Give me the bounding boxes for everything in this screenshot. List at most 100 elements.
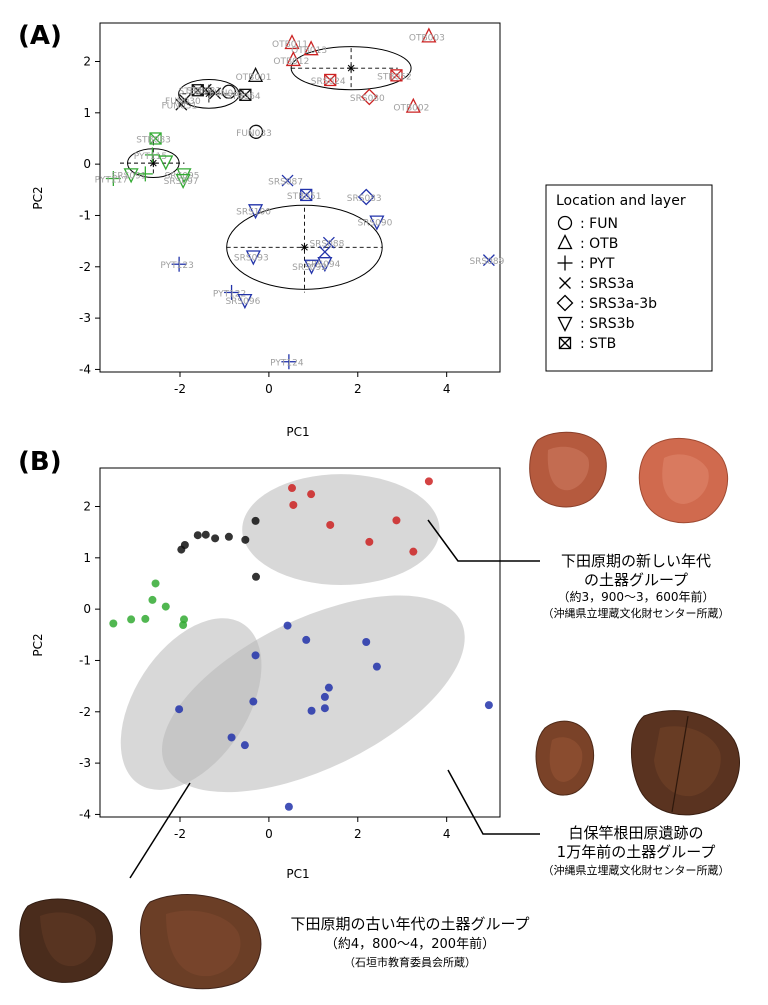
point-marker (224, 284, 240, 300)
point-marker (322, 236, 335, 249)
point-dot (201, 530, 210, 539)
panel-a-axes: -2 0 2 4 -4 -3 -2 -1 0 1 2 (79, 54, 450, 396)
annotation-new-line2: の土器グループ (584, 571, 688, 589)
point-marker (199, 83, 212, 96)
y-tick-label: -3 (79, 756, 91, 770)
point-label: SRS089 (469, 257, 504, 267)
point-label: SRS093 (234, 254, 269, 264)
cluster-centroid (300, 243, 309, 252)
point-dot (179, 621, 188, 630)
legend-label: : FUN (580, 216, 618, 232)
sherd-photo-old (19, 894, 262, 990)
legend-symbol (558, 336, 572, 350)
point-marker (482, 254, 495, 267)
point-dot (392, 516, 401, 525)
legend-symbol (556, 294, 574, 312)
point-marker (369, 215, 385, 231)
point-label: STB051 (287, 192, 322, 202)
x-tick-label: -2 (174, 382, 186, 396)
point-marker (303, 40, 319, 56)
legend-symbol (557, 255, 573, 271)
y-tick-label: -1 (79, 208, 91, 222)
point-label: STB083 (136, 135, 171, 145)
point-label: SRS097 (164, 177, 199, 187)
point-label: SRS080 (350, 94, 385, 104)
point-label: SRS095 (165, 171, 200, 181)
legend: Location and layer : FUN: OTB: PYT: SRS3… (545, 184, 713, 372)
x-tick-label: 2 (354, 827, 362, 841)
point-marker (245, 250, 261, 266)
y-tick-label: -2 (79, 705, 91, 719)
y-tick-label: 2 (83, 499, 91, 513)
point-dot (251, 516, 260, 525)
panel-b-points (109, 477, 493, 811)
point-label: OTB002 (393, 104, 429, 114)
point-marker (304, 259, 320, 275)
annotation-new-line3: （約3，900～3，600年前） (557, 589, 714, 604)
point-dot (240, 741, 249, 750)
point-dot (288, 484, 296, 493)
y-tick-label: -2 (79, 260, 91, 274)
point-marker (105, 171, 121, 187)
legend-box (545, 184, 713, 372)
point-marker (421, 27, 437, 43)
callout-line-old (129, 782, 191, 879)
annotation-old-line1: 下田原期の古い年代の土器グループ (290, 915, 529, 933)
point-label: PYT115 (134, 152, 167, 162)
legend-label: : STB (580, 336, 616, 352)
x-tick-label: 0 (265, 827, 273, 841)
annotation-old-group: 下田原期の古い年代の土器グループ （約4，800～4，200年前） （石垣市教育… (290, 915, 529, 969)
legend-symbol (559, 277, 571, 289)
panel-b-ylabel: PC2 (31, 633, 45, 656)
point-label: STB064 (226, 92, 261, 102)
sherd-photo-srs (535, 710, 741, 816)
cluster-centroid (347, 64, 356, 73)
point-dot (249, 697, 258, 706)
point-dot (324, 683, 333, 692)
y-tick-label: -3 (79, 311, 91, 325)
y-tick-label: 0 (83, 157, 91, 171)
panel-a-cluster-ellipses (120, 46, 412, 293)
panel-a-label: (A) (18, 21, 62, 51)
point-marker (248, 66, 264, 83)
callout-line-new (427, 519, 540, 562)
point-label: SRS087 (268, 178, 303, 188)
y-tick-label: -1 (79, 653, 91, 667)
point-dot (320, 692, 329, 701)
point-label: SRS090 (357, 219, 392, 229)
point-marker (237, 293, 253, 310)
annotation-srs-line3: （沖縄県立埋蔵文化財センター所蔵） (543, 863, 730, 877)
point-marker (144, 147, 160, 163)
point-label: PYT117 (95, 176, 128, 186)
x-tick-label: 4 (443, 382, 451, 396)
sherd-photo-new (529, 431, 729, 524)
point-label: SRS094 (305, 260, 340, 270)
annotation-srs-group: 白保竿根田原遺跡の 1万年前の土器グループ （沖縄県立埋蔵文化財センター所蔵） (543, 824, 730, 877)
point-marker (248, 124, 264, 139)
group-ellipse (120, 618, 262, 790)
point-marker (176, 168, 192, 184)
point-marker (178, 94, 191, 106)
group-ellipse (161, 595, 465, 793)
cluster-centroid (204, 89, 213, 98)
point-dot (326, 520, 335, 529)
point-dot (224, 532, 233, 541)
point-marker (239, 88, 252, 102)
point-label: OTB011 (272, 40, 308, 50)
point-label: PYT124 (270, 359, 304, 369)
point-label: OTB001 (236, 73, 272, 83)
annotation-old-line2: （約4，800～4，200年前） (325, 936, 495, 952)
legend-symbol (557, 215, 573, 231)
point-dot (307, 706, 316, 715)
point-dot (175, 705, 184, 714)
point-dot (252, 572, 260, 581)
point-label: SRS083 (347, 194, 382, 204)
point-marker (171, 256, 187, 272)
point-dot (424, 477, 433, 486)
point-dot (320, 704, 329, 713)
point-dot (109, 619, 118, 628)
y-tick-label: 1 (83, 551, 91, 565)
legend-items: : FUN: OTB: PYT: SRS3a: SRS3a-3b: SRS3b:… (556, 215, 657, 352)
point-label: STB052 (377, 72, 412, 82)
point-dot (180, 540, 189, 549)
